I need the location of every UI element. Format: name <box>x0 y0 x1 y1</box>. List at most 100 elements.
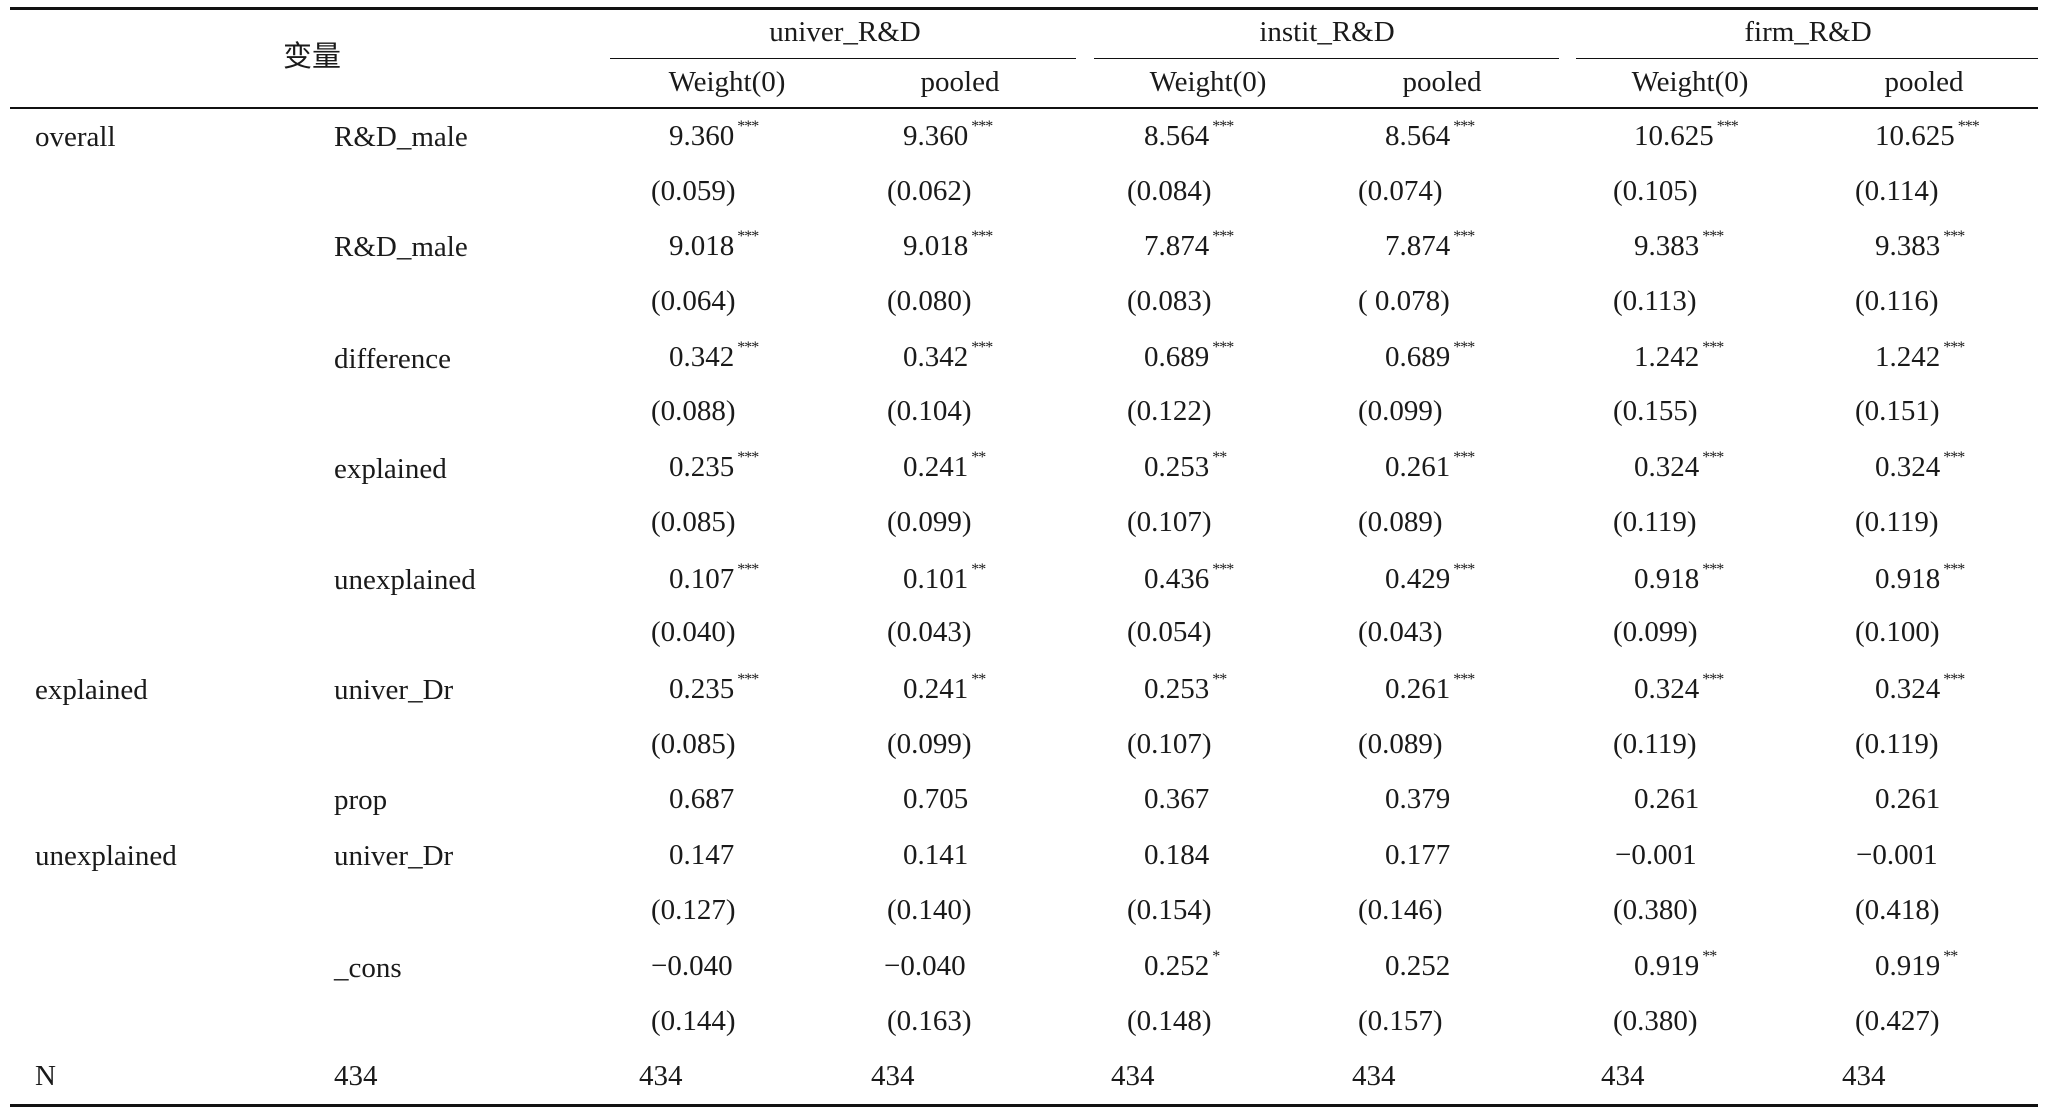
coef-number: 0.436 <box>1144 563 1210 595</box>
coef-value: 0.261 <box>1634 783 1700 815</box>
row-label: univer_Dr <box>334 674 454 706</box>
coef-value: 0.261 *** <box>1385 450 1475 482</box>
std-error: (0.157) <box>1358 1005 1443 1037</box>
coef-number: 0.235 <box>669 673 735 705</box>
row-label: explained <box>334 453 447 485</box>
coef-value: 0.918 *** <box>1634 562 1724 594</box>
significance-stars: *** <box>1702 228 1724 245</box>
significance-stars: *** <box>1453 339 1475 356</box>
observations-count: 434 <box>871 1060 915 1092</box>
std-error: (0.105) <box>1613 175 1698 207</box>
coef-value: 9.360 *** <box>669 119 759 152</box>
std-error: (0.107) <box>1127 506 1212 538</box>
coef-value: 0.147 <box>669 839 735 871</box>
coef-value: 0.324 *** <box>1634 672 1724 704</box>
coef-number: 0.261 <box>1385 673 1451 705</box>
coef-value: 1.242 *** <box>1875 340 1965 373</box>
group-header: firm_R&D <box>1744 16 1872 48</box>
row-label: R&D_male <box>334 121 468 153</box>
significance-stars: ** <box>971 671 986 688</box>
std-error: (0.163) <box>887 1005 972 1037</box>
row-label: difference <box>334 343 451 375</box>
coef-value: 0.429 *** <box>1385 562 1475 595</box>
coef-number: 0.429 <box>1385 563 1451 595</box>
group-header: instit_R&D <box>1259 16 1395 48</box>
std-error: ( 0.078) <box>1358 285 1450 317</box>
coef-value: 0.241 ** <box>903 672 986 704</box>
coef-value: 10.625 *** <box>1875 119 1980 151</box>
coef-value: 0.141 <box>903 839 969 871</box>
significance-stars: *** <box>1453 118 1475 135</box>
significance-stars: *** <box>1702 561 1724 578</box>
coef-value: 0.324 *** <box>1634 450 1724 482</box>
coef-value: 0.379 <box>1385 783 1451 815</box>
std-error: (0.104) <box>887 395 972 427</box>
significance-stars: ** <box>971 449 986 466</box>
std-error: (0.380) <box>1613 894 1698 926</box>
std-error: (0.100) <box>1855 616 1940 648</box>
std-error: (0.116) <box>1855 285 1939 317</box>
std-error: (0.119) <box>1613 506 1697 538</box>
row-group-label: overall <box>35 121 116 153</box>
coef-value: 7.874 *** <box>1385 229 1475 262</box>
coef-number: 0.235 <box>669 451 735 483</box>
observations-count: 434 <box>639 1060 683 1092</box>
significance-stars: *** <box>971 228 993 245</box>
coef-value: 0.367 <box>1144 783 1210 815</box>
significance-stars: *** <box>1716 118 1739 135</box>
coef-value: 0.342 *** <box>903 340 993 372</box>
coef-number: 9.360 <box>903 120 969 152</box>
coef-number: 0.253 <box>1144 673 1210 705</box>
std-error: (0.127) <box>651 894 736 926</box>
coef-value: 0.324 *** <box>1875 450 1965 483</box>
coef-number: 1.242 <box>1875 341 1941 373</box>
std-error: (0.114) <box>1855 175 1939 207</box>
significance-stars: *** <box>737 339 759 356</box>
coef-number: 0.689 <box>1385 341 1451 373</box>
std-error: (0.054) <box>1127 616 1212 648</box>
coef-number: 0.324 <box>1875 673 1941 705</box>
coef-number: 7.874 <box>1144 230 1210 262</box>
coef-value: 9.383 *** <box>1875 229 1965 261</box>
coef-value: 0.687 <box>669 783 735 815</box>
std-error: (0.064) <box>651 285 736 317</box>
coef-value: −0.001 <box>1856 839 1938 871</box>
std-error: (0.074) <box>1358 175 1443 207</box>
coef-value: 0.261 *** <box>1385 672 1475 705</box>
significance-stars: *** <box>1212 561 1234 578</box>
observations-count: 434 <box>1601 1060 1645 1092</box>
std-error: (0.080) <box>887 285 972 317</box>
std-error: (0.089) <box>1358 728 1443 760</box>
coef-value: −0.001 <box>1615 839 1697 871</box>
coef-number: 0.253 <box>1144 451 1210 483</box>
coef-value: 0.253 ** <box>1144 672 1227 705</box>
coef-number: 7.874 <box>1385 230 1451 262</box>
significance-stars: *** <box>1943 561 1965 578</box>
coef-number: 9.360 <box>669 120 735 152</box>
coef-value: 0.918 *** <box>1875 562 1965 594</box>
std-error: (0.113) <box>1613 285 1697 317</box>
std-error: (0.151) <box>1855 395 1940 427</box>
significance-stars: ** <box>1943 948 1958 965</box>
group-rule-firm <box>1576 58 2038 59</box>
coef-value: 10.625 *** <box>1634 119 1739 151</box>
observations-count: 434 <box>334 1060 378 1092</box>
coef-value: 0.235 *** <box>669 672 759 705</box>
coef-value: 1.242 *** <box>1634 340 1724 372</box>
significance-stars: *** <box>971 339 993 356</box>
coef-value: 0.253 ** <box>1144 450 1227 483</box>
std-error: (0.099) <box>887 728 972 760</box>
significance-stars: *** <box>1702 671 1724 688</box>
column-header: Weight(0) <box>1631 66 1749 98</box>
coef-number: 0.324 <box>1875 451 1941 483</box>
coef-value: 0.261 <box>1875 783 1941 815</box>
column-header: pooled <box>920 66 1000 98</box>
std-error: (0.084) <box>1127 175 1212 207</box>
coef-value: 0.324 *** <box>1875 672 1965 705</box>
significance-stars: *** <box>1212 339 1234 356</box>
observations-count: 434 <box>1842 1060 1886 1092</box>
coef-number: 9.018 <box>903 230 969 262</box>
row-label: univer_Dr <box>334 840 454 872</box>
coef-value: 8.564 *** <box>1385 119 1475 151</box>
column-header: pooled <box>1884 66 1964 98</box>
